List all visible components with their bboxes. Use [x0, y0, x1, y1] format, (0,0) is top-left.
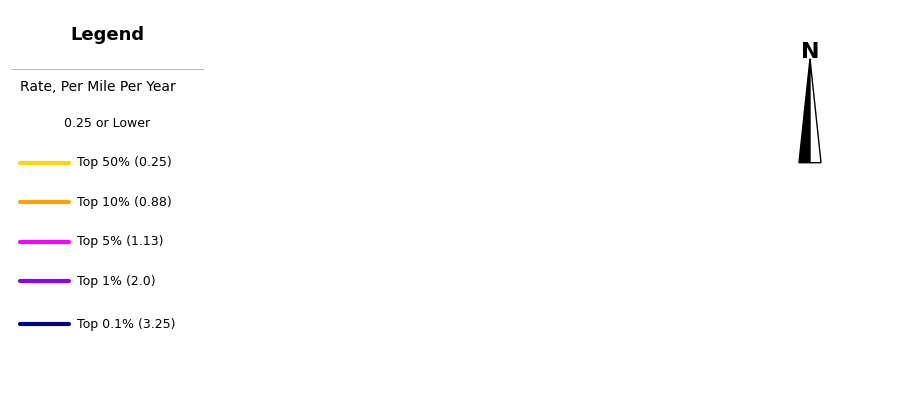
Text: Top 0.1% (3.25): Top 0.1% (3.25) — [76, 317, 176, 330]
Text: Top 10% (0.88): Top 10% (0.88) — [76, 195, 171, 208]
Polygon shape — [810, 59, 821, 163]
Text: Top 5% (1.13): Top 5% (1.13) — [76, 235, 163, 248]
Polygon shape — [799, 59, 810, 163]
Text: Rate, Per Mile Per Year: Rate, Per Mile Per Year — [21, 80, 176, 94]
Text: Top 1% (2.0): Top 1% (2.0) — [76, 275, 155, 288]
Text: 0.25 or Lower: 0.25 or Lower — [65, 117, 150, 130]
Text: Top 50% (0.25): Top 50% (0.25) — [76, 156, 171, 169]
Text: Legend: Legend — [70, 26, 145, 44]
Text: N: N — [801, 42, 819, 62]
